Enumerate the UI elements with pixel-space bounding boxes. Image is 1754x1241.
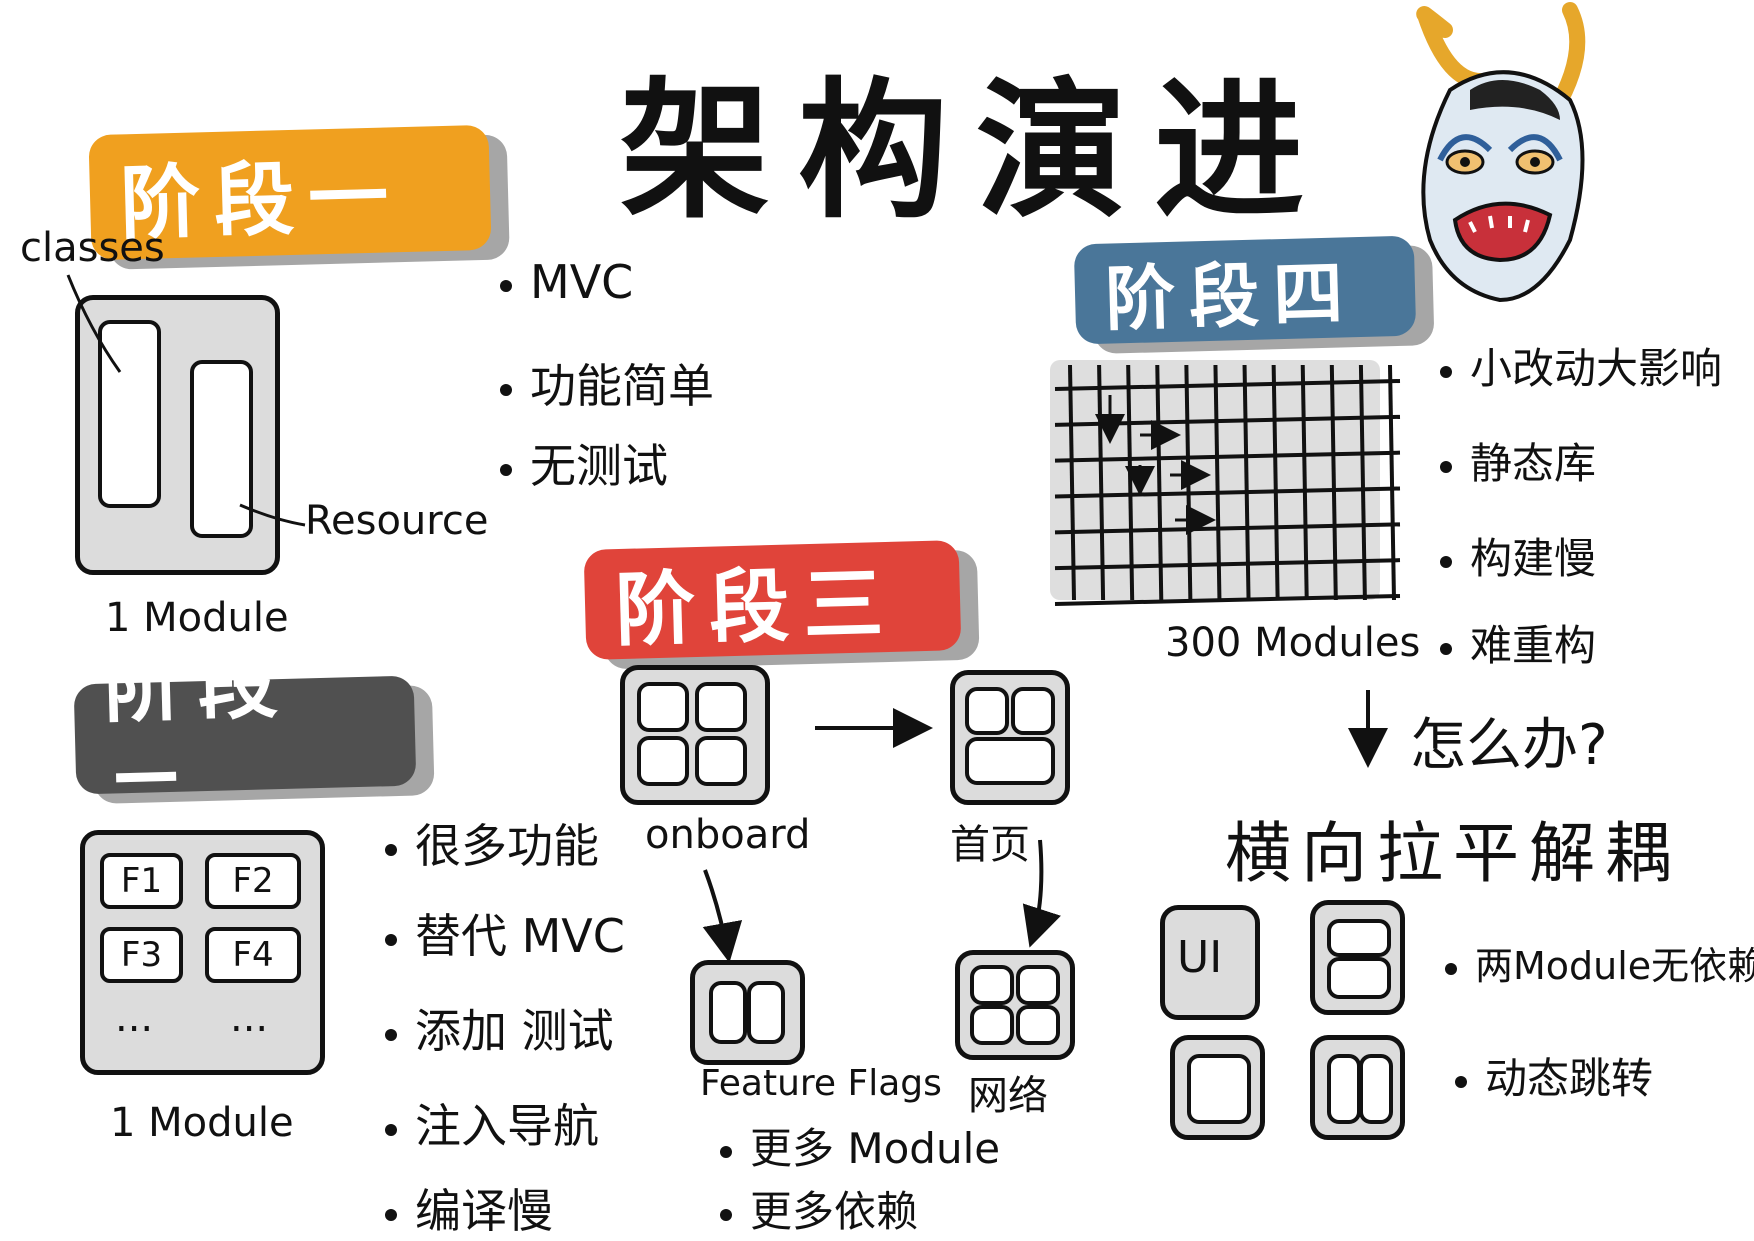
grid-line [1388,364,1396,601]
feature-box: F2 [205,853,301,909]
sub-block [1327,919,1391,957]
sub-block [965,687,1009,735]
resource-block [190,360,253,538]
home-module-box [950,670,1070,805]
sub-block [637,736,689,786]
sub-block [1016,1005,1060,1045]
arrow-down-icon [702,869,743,963]
home-label: 首页 [950,822,1030,868]
stage2-module-label: 1 Module [110,1100,294,1146]
solution-module-box [1310,900,1405,1015]
stage3-banner: 阶段三 [583,540,962,660]
feature-flags-label: Feature Flags [700,1063,942,1104]
solution-label: 横向拉平解耦 [1225,815,1681,892]
stage2-bullet: 编译慢 [385,1175,553,1241]
ui-label: UI [1177,932,1223,983]
sub-block [970,1005,1014,1045]
sub-block [1016,965,1060,1005]
sub-block [637,682,689,732]
feature-box: F1 [100,853,183,909]
question-label: 怎么办? [1410,713,1608,778]
onboard-label: onboard [645,812,811,858]
ellipsis: ... [230,995,269,1041]
stage1-bullet: MVC [500,255,633,309]
stage1-bullet: 功能简单 [500,350,714,416]
network-label: 网络 [968,1073,1048,1119]
ellipsis: ... [115,995,154,1041]
sub-block [965,737,1055,785]
sub-block [695,736,747,786]
feature-box: F4 [205,927,301,983]
sub-block [747,981,785,1044]
stage2-module-box: F1 F2 F3 F4 ... ... [80,830,325,1075]
network-module-box [955,950,1075,1060]
solution-bullet: 两Module无依赖 [1445,935,1754,990]
solution-module-box [1170,1035,1265,1140]
classes-block [98,320,161,508]
arrow-down-icon [1022,839,1061,948]
stage1-bullet: 无测试 [500,430,668,496]
stage2-bullet: 添加 测试 [385,995,614,1061]
stage2-bullet: 替代 MVC [385,900,625,966]
modules-count-label: 300 Modules [1165,620,1421,666]
stage2-bullet: 很多功能 [385,810,599,876]
sub-block [709,981,747,1044]
stage1-module-box [75,295,280,575]
solution-module-box [1310,1035,1405,1140]
stage2-bullet: 注入导航 [385,1090,599,1156]
modules-grid [1050,360,1380,600]
sub-block [1327,957,1391,999]
ui-module-box: UI [1160,905,1260,1020]
stage1-module-label: 1 Module [105,595,289,641]
stage4-bullet: 静态库 [1440,430,1596,491]
stage4-bullet: 构建慢 [1440,525,1596,586]
sub-block [1327,1054,1361,1124]
classes-label: classes [20,225,165,271]
stage4-banner: 阶段四 [1073,235,1417,345]
feature-box: F3 [100,927,183,983]
sub-block [1359,1054,1393,1124]
page-title: 架构演进 [620,65,1333,239]
solution-bullet: 动态跳转 [1455,1045,1653,1106]
sub-block [970,965,1014,1005]
stage4-bullet: 难重构 [1440,612,1596,673]
onboard-module-box [620,665,770,805]
resource-label: Resource [305,498,489,544]
stage4-bullet: 小改动大影响 [1440,335,1722,396]
stage2-banner: 阶段二 [73,636,417,850]
sub-block [695,682,747,732]
feature-flags-module-box [690,960,805,1065]
sub-block [1187,1054,1251,1124]
sub-block [1011,687,1055,735]
stage3-bullet: 更多 Module [720,1115,1000,1176]
stage3-bullet: 更多依赖 [720,1178,918,1239]
